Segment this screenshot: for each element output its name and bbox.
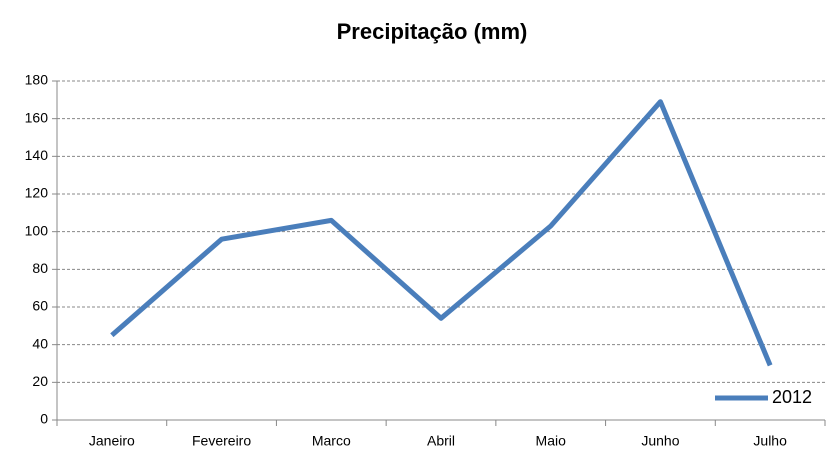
x-tick-label: Marco [312, 433, 351, 449]
x-tick-label: Fevereiro [192, 433, 251, 449]
series-line [110, 99, 773, 367]
chart-title: Precipitação (mm) [337, 19, 528, 44]
y-tick-label: 140 [25, 147, 49, 163]
y-tick-label: 160 [25, 109, 49, 125]
y-tick-label: 40 [32, 335, 48, 351]
x-tick-label: Abril [427, 433, 455, 449]
y-tick-label: 100 [25, 222, 49, 238]
legend-label: 2012 [772, 387, 812, 407]
y-tick-label: 80 [32, 260, 48, 276]
x-tick-label: Junho [641, 433, 679, 449]
y-tick-label: 20 [32, 373, 48, 389]
x-tick-label: Maio [536, 433, 567, 449]
x-tick-label: Janeiro [89, 433, 135, 449]
y-tick-label: 0 [40, 411, 48, 427]
y-tick-label: 60 [32, 298, 48, 314]
x-tick-label: Julho [753, 433, 787, 449]
y-tick-label: 120 [25, 185, 49, 201]
y-tick-label: 180 [25, 72, 49, 88]
